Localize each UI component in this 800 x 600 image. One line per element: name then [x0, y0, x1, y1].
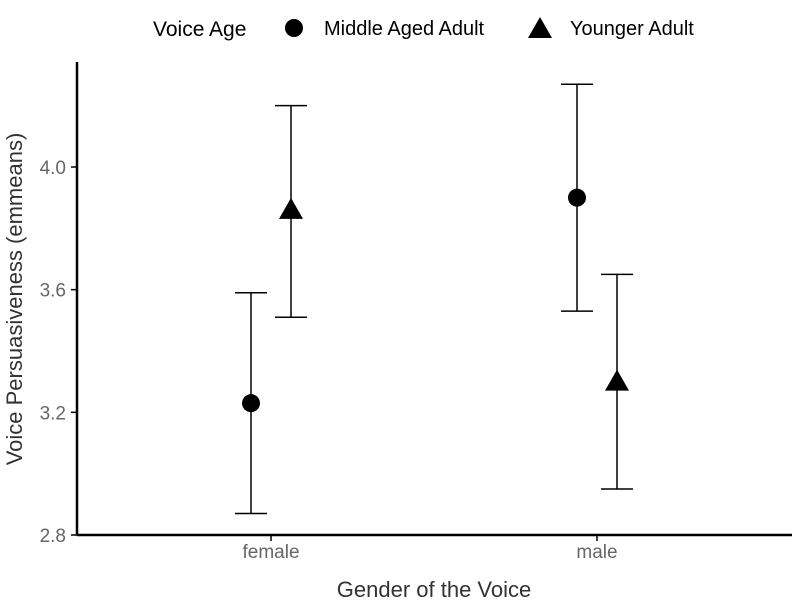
x-tick-label: female	[242, 542, 299, 563]
plot-layer	[235, 83, 633, 515]
y-tick-label: 2.8	[40, 526, 66, 547]
legend-item-younger-adult: Younger Adult	[528, 17, 694, 40]
series-middle-aged-adult	[235, 83, 593, 515]
legend-item-middle-aged-adult: Middle Aged Adult	[285, 18, 485, 40]
y-tick-label: 3.2	[40, 403, 66, 424]
legend-title: Voice Age	[153, 18, 246, 41]
y-tick-label: 4.0	[40, 158, 66, 179]
y-axis-ticks: 2.8 3.2 3.6 4.0	[40, 158, 77, 547]
data-point-circle	[568, 188, 586, 207]
data-point-triangle	[605, 369, 629, 391]
axes	[75, 62, 792, 537]
data-point-triangle	[279, 197, 303, 219]
x-axis-label: Gender of the Voice	[337, 577, 531, 600]
x-tick-label: male	[576, 542, 617, 563]
x-axis-ticks: female male	[242, 535, 618, 563]
legend-circle-marker-icon	[285, 19, 303, 37]
legend: Voice Age Middle Aged Adult Younger Adul…	[153, 17, 694, 41]
y-tick-label: 3.6	[40, 281, 66, 302]
legend-label-younger-adult: Younger Adult	[570, 18, 694, 40]
legend-label-middle-aged-adult: Middle Aged Adult	[324, 18, 485, 40]
y-axis-label: Voice Persuasiveness (emmeans)	[2, 133, 27, 466]
data-point-circle	[242, 394, 260, 413]
legend-triangle-marker-icon	[528, 17, 552, 38]
series-younger-adult	[275, 104, 633, 490]
